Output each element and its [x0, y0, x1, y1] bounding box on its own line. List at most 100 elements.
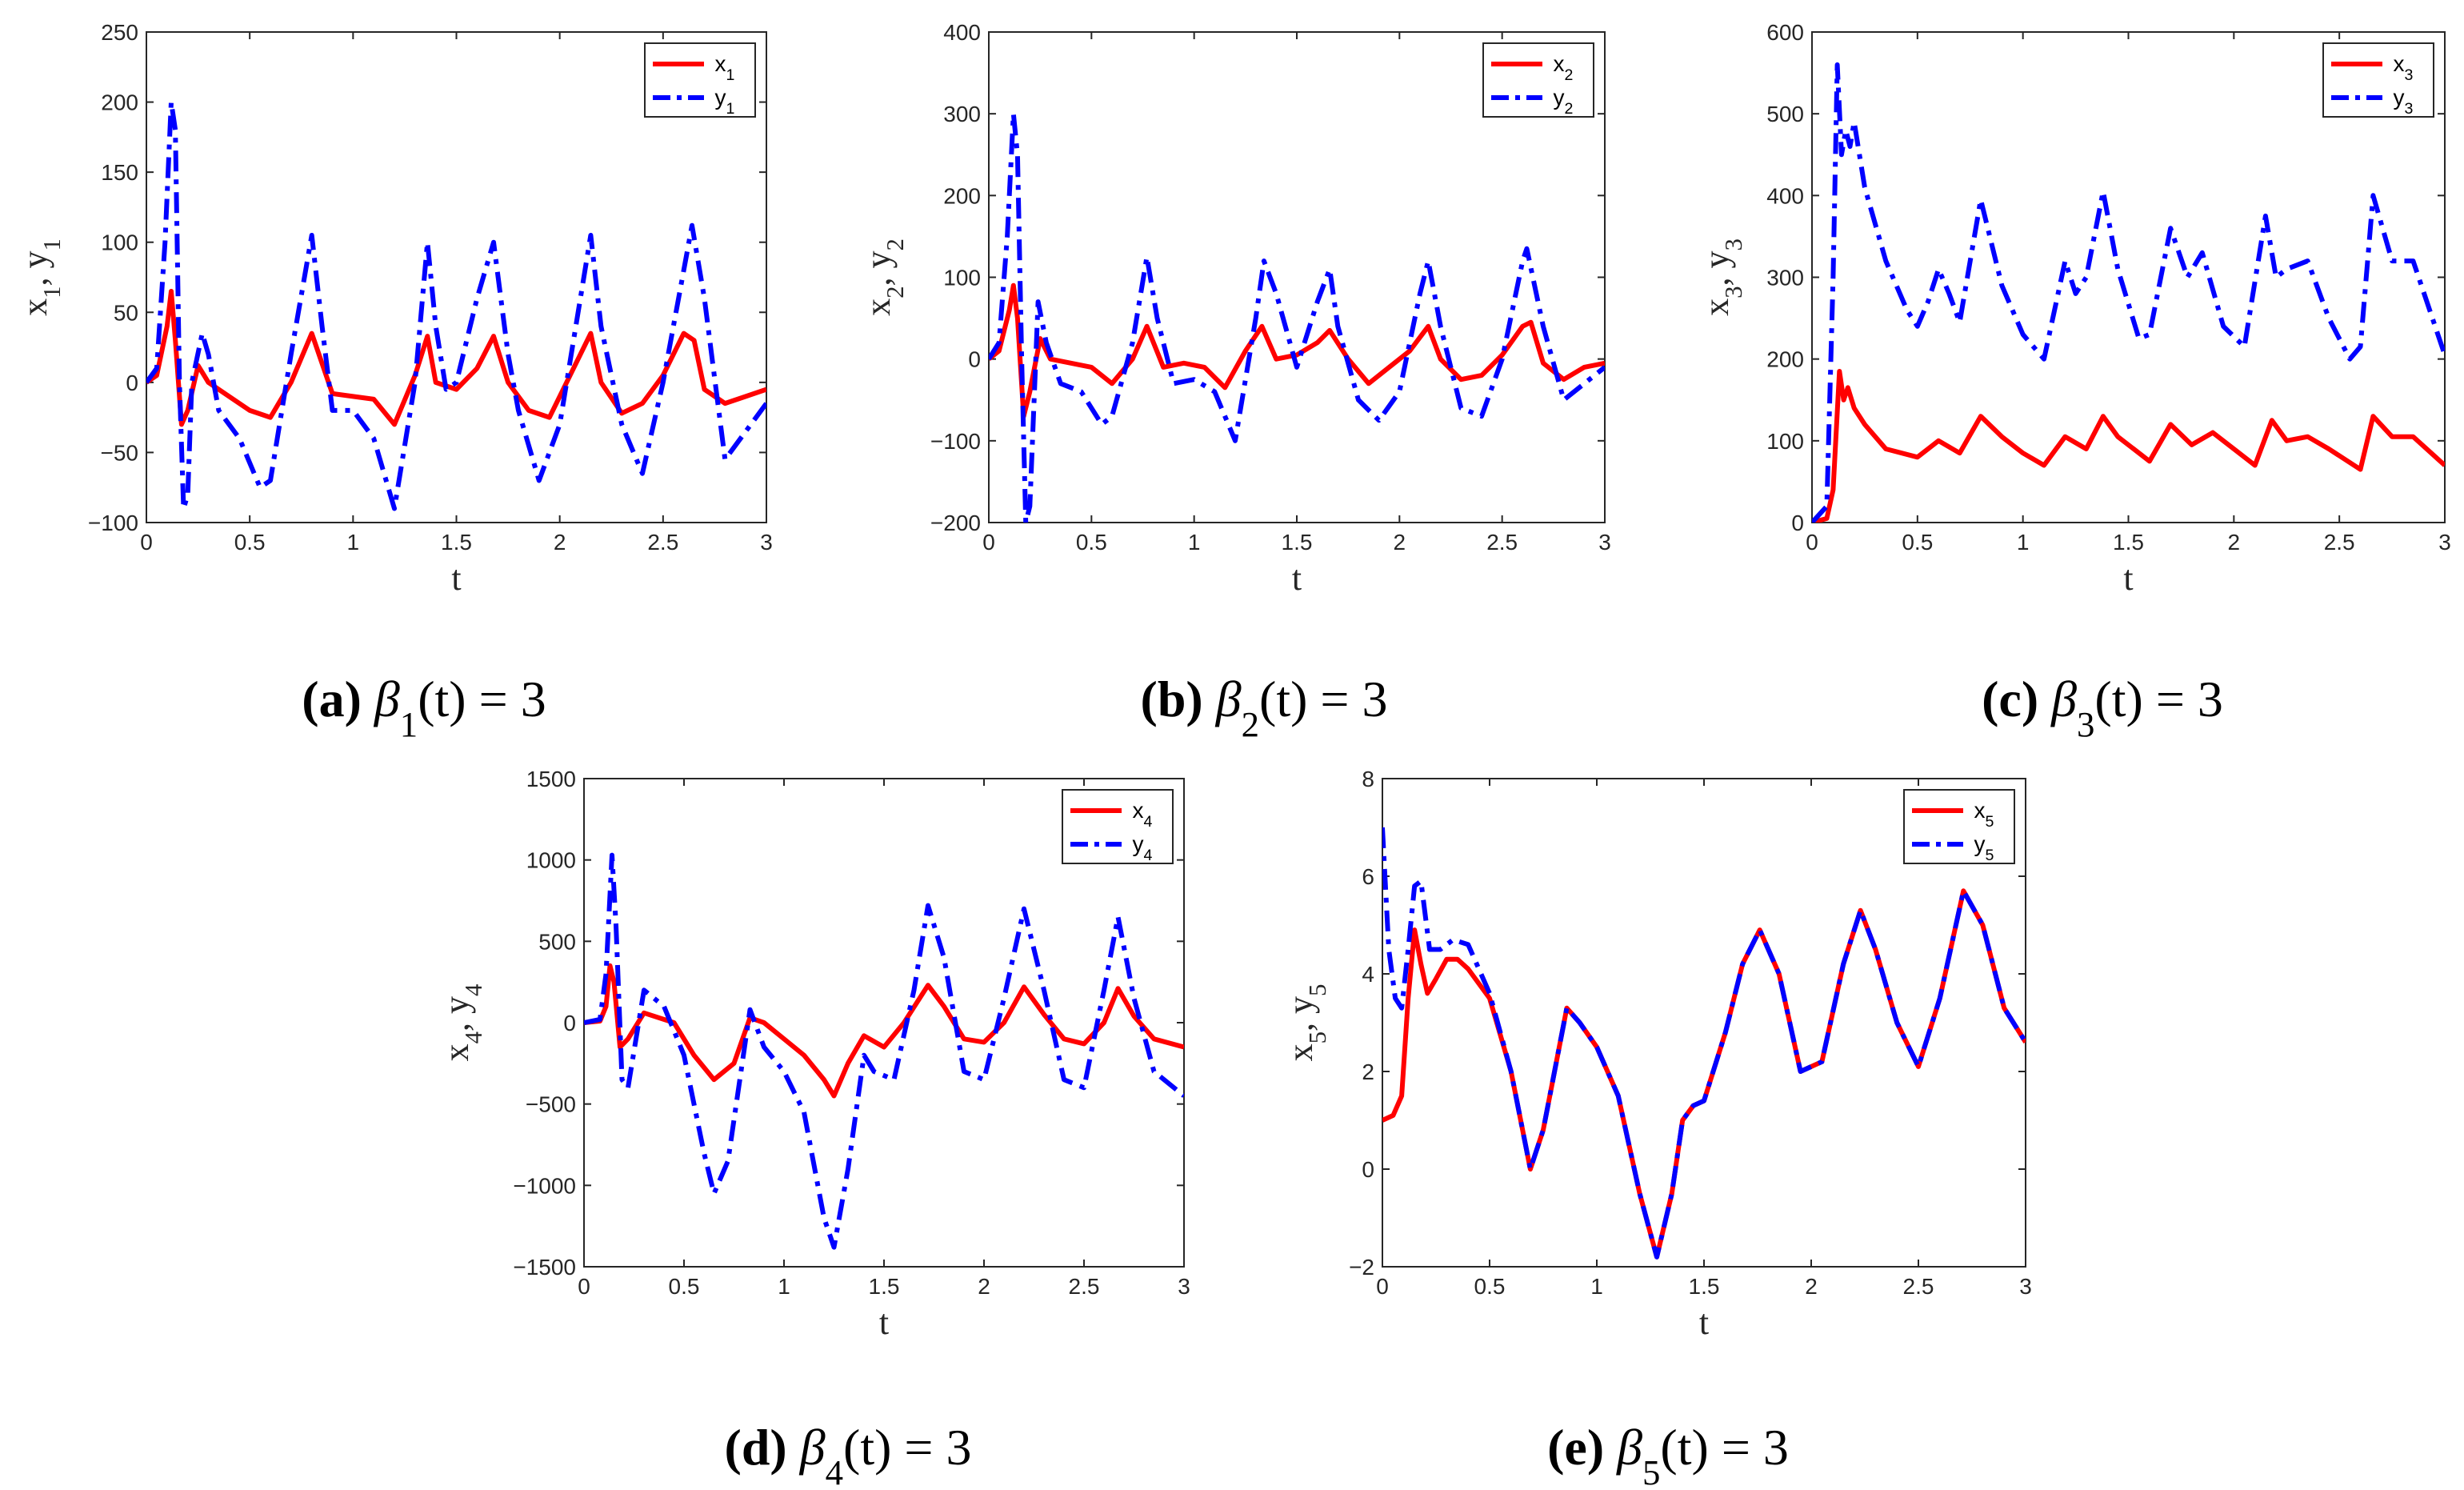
series-line-y [1382, 827, 2026, 1260]
x-tick-label: 2 [978, 1274, 990, 1299]
y-tick-label: 100 [101, 230, 138, 255]
y-tick-label: 300 [943, 102, 981, 126]
x-axis-label: t [2123, 559, 2133, 598]
x-tick-label: 1.5 [2113, 530, 2144, 555]
series-group [584, 852, 1184, 1250]
x-tick-label: 0 [140, 530, 153, 555]
y-tick-label: 200 [101, 90, 138, 115]
y-tick-label: 100 [943, 266, 981, 290]
y-tick-label: 0 [1791, 511, 1804, 535]
chart-b: 0 0.5 1 1.5 2 2.5 3 400 300 200 100 0 −100 −200 t x2, y… [858, 20, 1611, 744]
y-tick-label: −50 [101, 440, 139, 465]
x-axis-label: t [879, 1303, 889, 1342]
y-tick-label: −2 [1349, 1255, 1374, 1280]
y-tick-label: −500 [526, 1092, 576, 1117]
x-tick-label: 0 [1806, 530, 1818, 555]
series-line-x [1812, 369, 2445, 523]
x-tick-label: 0 [1376, 1274, 1389, 1299]
y-tick-label: 400 [1766, 183, 1804, 208]
y-tick-label: 50 [114, 300, 138, 325]
x-tick-label: 3 [1178, 1274, 1190, 1299]
legend-box [1482, 42, 1594, 118]
y-tick-label: 500 [538, 929, 576, 954]
series-group [989, 111, 1605, 523]
legend-label: y1 [715, 85, 735, 118]
x-tick-label: 1 [778, 1274, 790, 1299]
legend-label: y3 [2394, 85, 2414, 118]
y-tick-label: 4 [1362, 962, 1374, 987]
legend-label: x4 [1133, 798, 1153, 831]
y-axis-label: x2, y2 [858, 238, 909, 316]
x-tick-label: 2.5 [1486, 530, 1518, 555]
x-tick-label: 0.5 [234, 530, 266, 555]
legend-label: x3 [2394, 51, 2414, 84]
x-tick-label: 3 [2438, 530, 2451, 555]
x-tick-label: 1 [2017, 530, 2030, 555]
y-tick-label: 500 [1766, 102, 1804, 126]
y-tick-label: 400 [943, 20, 981, 45]
y-axis-label: x5, y5 [1281, 984, 1331, 1062]
x-tick-label: 2.5 [1903, 1274, 1934, 1299]
y-tick-label: 300 [1766, 266, 1804, 290]
caption: (e) β5(t) = 3 [1547, 1419, 1789, 1490]
x-tick-label: 1.5 [1689, 1274, 1720, 1299]
series-group [1382, 827, 2026, 1260]
x-axis-label: t [451, 559, 461, 598]
x-tick-label: 2 [2228, 530, 2241, 555]
x-tick-label: 3 [760, 530, 773, 555]
series-line-x [584, 963, 1184, 1099]
y-tick-label: −100 [88, 511, 138, 535]
legend-box [2322, 42, 2434, 118]
x-tick-label: 1.5 [1282, 530, 1313, 555]
series-group [1812, 62, 2445, 523]
x-tick-label: 0.5 [1076, 530, 1107, 555]
x-tick-label: 3 [1598, 530, 1611, 555]
x-tick-label: 1.5 [441, 530, 472, 555]
y-tick-label: 100 [1766, 429, 1804, 454]
y-tick-label: 6 [1362, 864, 1374, 889]
y-tick-label: 8 [1362, 767, 1374, 791]
x-tick-label: 1 [1590, 1274, 1603, 1299]
x-tick-label: 2 [1394, 530, 1406, 555]
y-tick-label: 200 [1766, 347, 1804, 372]
y-tick-label: 600 [1766, 20, 1804, 45]
y-tick-label: 0 [968, 347, 981, 372]
caption: (c) β3(t) = 3 [1982, 671, 2223, 744]
chart-a: 0 0.5 1 1.5 2 2.5 3 250 200 150 100 50 0 −50 −100 t x1, … [15, 20, 773, 744]
y-tick-label: 250 [101, 20, 138, 45]
legend-box [644, 42, 756, 118]
x-tick-label: 0 [982, 530, 995, 555]
legend-label: y2 [1554, 85, 1574, 118]
x-tick-label: 1 [347, 530, 360, 555]
series-line-y [146, 99, 766, 511]
y-tick-label: −200 [930, 511, 981, 535]
x-tick-label: 0 [578, 1274, 590, 1299]
legend-box [1062, 789, 1174, 864]
legend-label: y5 [1974, 831, 1994, 864]
y-tick-label: 1500 [526, 767, 576, 791]
x-tick-label: 2.5 [1069, 1274, 1100, 1299]
y-axis-label: x4, y4 [437, 984, 487, 1062]
y-tick-label: 1000 [526, 848, 576, 873]
legend-box [1903, 789, 2015, 864]
y-axis-label: x3, y3 [1697, 238, 1747, 316]
y-tick-label: −100 [930, 429, 981, 454]
x-tick-label: 2.5 [647, 530, 678, 555]
legend-label: x5 [1974, 798, 1994, 831]
x-tick-label: 2 [554, 530, 566, 555]
series-line-y [1812, 62, 2445, 523]
x-axis-label: t [1699, 1303, 1709, 1342]
y-tick-label: 0 [126, 370, 138, 395]
caption: (a) β1(t) = 3 [302, 671, 546, 744]
legend-label: x2 [1554, 51, 1574, 84]
y-tick-label: 0 [1362, 1157, 1374, 1182]
y-tick-label: 200 [943, 183, 981, 208]
x-tick-label: 2.5 [2324, 530, 2355, 555]
chart-c: 0 0.5 1 1.5 2 2.5 3 600 500 400 300 200 100 0 t x3, y3 x… [1697, 20, 2451, 744]
x-tick-label: 1 [1188, 530, 1201, 555]
